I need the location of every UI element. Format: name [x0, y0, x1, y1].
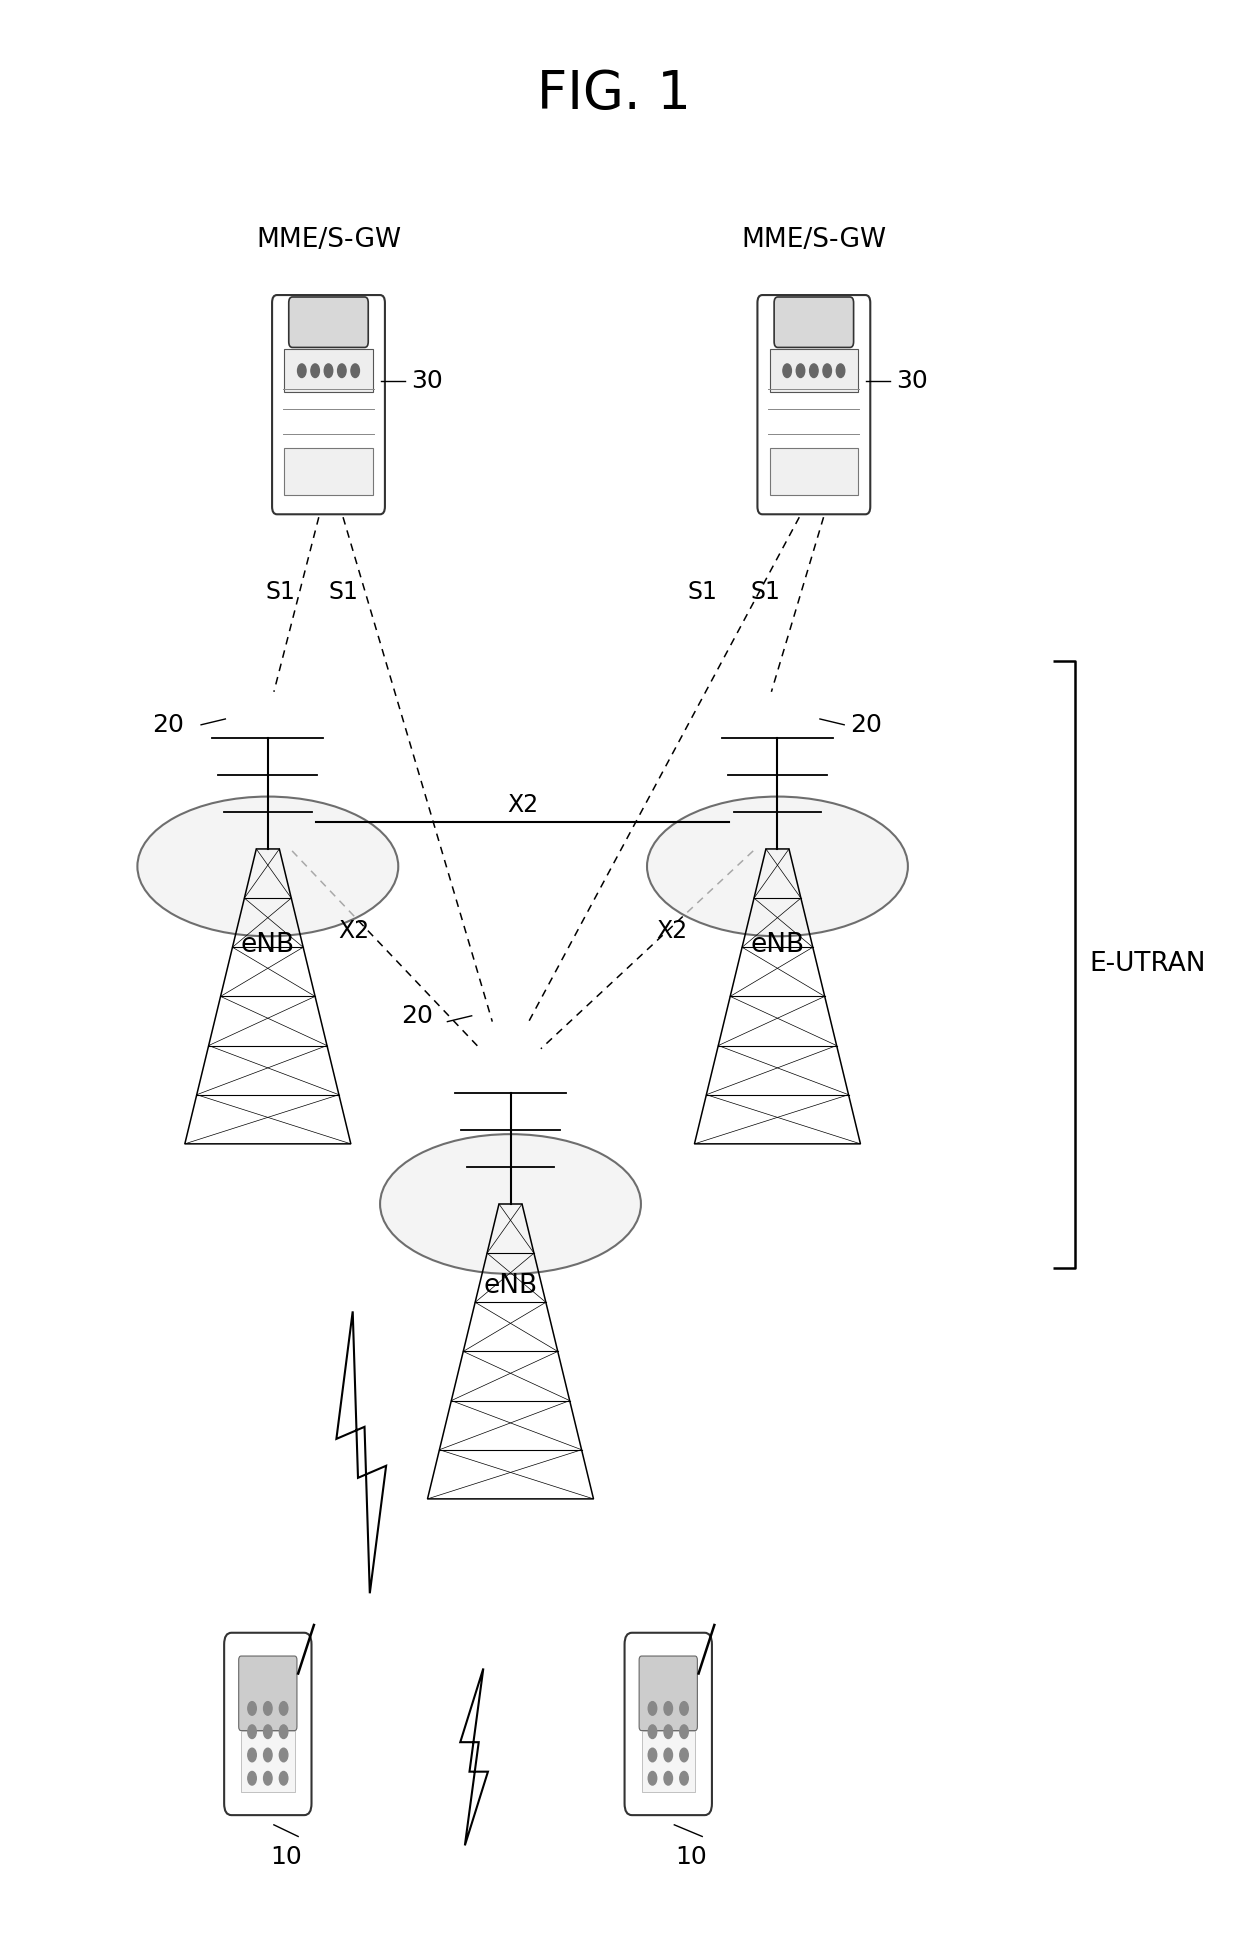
Circle shape — [836, 363, 844, 377]
Circle shape — [248, 1772, 257, 1786]
Circle shape — [796, 363, 805, 377]
Text: S1: S1 — [750, 580, 780, 604]
Text: 30: 30 — [410, 369, 443, 393]
Circle shape — [248, 1725, 257, 1739]
Text: X2: X2 — [339, 918, 370, 944]
Circle shape — [264, 1772, 272, 1786]
Text: S1: S1 — [265, 580, 295, 604]
Bar — [241, 1731, 295, 1792]
FancyBboxPatch shape — [774, 297, 853, 348]
FancyBboxPatch shape — [758, 295, 870, 514]
Ellipse shape — [381, 1133, 641, 1274]
Text: eNB: eNB — [241, 932, 295, 957]
Circle shape — [810, 363, 818, 377]
Circle shape — [663, 1725, 672, 1739]
Bar — [284, 447, 373, 494]
Text: 20: 20 — [851, 713, 882, 737]
Circle shape — [823, 363, 832, 377]
Bar — [770, 447, 858, 494]
Text: E-UTRAN: E-UTRAN — [1089, 952, 1205, 977]
Circle shape — [279, 1725, 288, 1739]
Circle shape — [298, 363, 306, 377]
Circle shape — [279, 1749, 288, 1763]
Text: 30: 30 — [897, 369, 928, 393]
Text: eNB: eNB — [750, 932, 805, 957]
Circle shape — [680, 1749, 688, 1763]
Circle shape — [782, 363, 791, 377]
Ellipse shape — [647, 797, 908, 936]
Text: X2: X2 — [507, 793, 538, 817]
Circle shape — [680, 1702, 688, 1716]
Circle shape — [649, 1749, 657, 1763]
Text: 20: 20 — [153, 713, 185, 737]
Circle shape — [649, 1702, 657, 1716]
Circle shape — [337, 363, 346, 377]
Bar — [284, 350, 373, 393]
Circle shape — [649, 1725, 657, 1739]
Circle shape — [279, 1772, 288, 1786]
Text: MME/S-GW: MME/S-GW — [742, 227, 887, 254]
Ellipse shape — [138, 797, 398, 936]
Circle shape — [324, 363, 332, 377]
Text: 20: 20 — [402, 1004, 433, 1028]
Circle shape — [663, 1702, 672, 1716]
FancyBboxPatch shape — [272, 295, 384, 514]
Circle shape — [680, 1725, 688, 1739]
Text: MME/S-GW: MME/S-GW — [255, 227, 401, 254]
Circle shape — [264, 1725, 272, 1739]
FancyBboxPatch shape — [239, 1657, 296, 1731]
Circle shape — [680, 1772, 688, 1786]
FancyBboxPatch shape — [224, 1634, 311, 1815]
FancyBboxPatch shape — [625, 1634, 712, 1815]
Circle shape — [279, 1702, 288, 1716]
Circle shape — [663, 1772, 672, 1786]
Circle shape — [248, 1749, 257, 1763]
Text: FIG. 1: FIG. 1 — [537, 68, 691, 121]
Text: X2: X2 — [656, 918, 687, 944]
Circle shape — [248, 1702, 257, 1716]
FancyBboxPatch shape — [639, 1657, 697, 1731]
Bar — [770, 350, 858, 393]
Circle shape — [663, 1749, 672, 1763]
Circle shape — [264, 1702, 272, 1716]
Text: 10: 10 — [270, 1845, 303, 1868]
Text: eNB: eNB — [484, 1274, 538, 1299]
Circle shape — [264, 1749, 272, 1763]
Circle shape — [649, 1772, 657, 1786]
Circle shape — [351, 363, 360, 377]
Bar — [641, 1731, 694, 1792]
Text: 10: 10 — [676, 1845, 707, 1868]
Circle shape — [311, 363, 320, 377]
Text: S1: S1 — [687, 580, 717, 604]
Text: S1: S1 — [329, 580, 358, 604]
FancyBboxPatch shape — [289, 297, 368, 348]
